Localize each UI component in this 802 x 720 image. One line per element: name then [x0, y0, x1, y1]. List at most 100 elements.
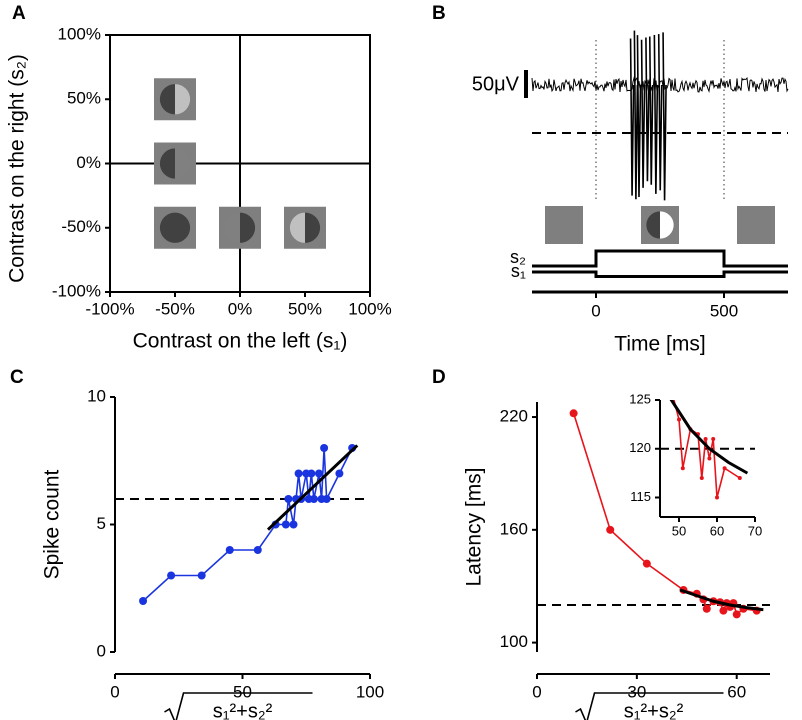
stimulus-left-half — [159, 212, 175, 243]
main-data-point — [732, 610, 741, 619]
blank-stimulus — [737, 206, 775, 244]
main-y-tick-label: 5 — [97, 514, 106, 533]
main-plot-area — [115, 444, 370, 605]
x-axis-label: s₁²+s₂² — [624, 700, 684, 720]
spike — [629, 38, 635, 196]
main-y-tick-label: 220 — [500, 407, 528, 426]
inset-data-point — [722, 466, 727, 471]
main-data-point — [642, 559, 651, 568]
main-fit — [266, 444, 359, 531]
main-y-tick-label: 160 — [500, 519, 528, 538]
main-data-point — [253, 546, 262, 554]
inset-data-point — [699, 476, 704, 480]
stimulus-left-half — [289, 212, 305, 243]
spike — [662, 32, 667, 201]
main-data-point — [335, 469, 344, 478]
main-y-tick-label: 100 — [500, 632, 528, 651]
y-tick-label: 100% — [58, 24, 101, 43]
inset-x-tick-label: 70 — [748, 523, 762, 538]
inset-x-tick-label: 60 — [710, 523, 724, 538]
x-tick-label: 0 — [591, 301, 600, 320]
inset-data-point — [669, 388, 673, 392]
inset-data-point — [571, 57, 575, 61]
main-y-tick-label: 10 — [87, 386, 106, 405]
main-data-point — [606, 525, 615, 534]
main-data-point — [702, 604, 711, 613]
main-x-tick-label: 60 — [727, 682, 746, 701]
stimulus-left-half — [224, 212, 240, 243]
inset-fit — [669, 400, 749, 475]
inset-data-point — [677, 417, 681, 422]
panel-label: D — [432, 367, 446, 388]
main-x-tick-label: 100 — [356, 682, 384, 701]
main-data-point — [569, 409, 578, 418]
main-x-tick-label: 30 — [627, 682, 646, 701]
panel-label: C — [10, 367, 24, 388]
main-data-point — [167, 571, 176, 580]
inset-data-point — [612, 232, 616, 236]
spike — [645, 37, 650, 182]
stimulus-left-half — [159, 84, 175, 115]
x-tick-label: 100% — [348, 299, 391, 318]
y-tick-label: -100% — [52, 281, 101, 300]
spike — [648, 36, 654, 185]
channel-s1 — [532, 270, 788, 278]
spike — [653, 35, 659, 194]
inset-data-point — [737, 476, 742, 480]
main-fit — [679, 588, 764, 612]
radical-sign — [164, 692, 313, 720]
inset-data-point — [707, 456, 712, 461]
main-plot-area — [537, 409, 770, 619]
inset-data-point — [703, 437, 708, 441]
spike — [640, 39, 646, 188]
panel-label: A — [12, 3, 26, 24]
main-data-point — [315, 469, 323, 478]
inset-data-point — [711, 437, 716, 441]
y-tick-label: 50% — [67, 89, 101, 108]
main-data-point — [284, 495, 293, 503]
blank-stimulus — [545, 206, 583, 244]
main-y-tick-label: 0 — [97, 641, 106, 660]
inset-data-point — [654, 369, 658, 373]
x-tick-label: 500 — [710, 301, 738, 320]
main-data-point — [225, 546, 234, 554]
inset-data-point — [680, 466, 685, 471]
stimulus-right-half — [305, 212, 321, 243]
x-tick-label: 50% — [288, 299, 322, 318]
stimulus-right-half — [240, 212, 256, 243]
main-data-point — [322, 495, 331, 503]
y-tick-label: -50% — [61, 217, 101, 236]
channel-s2 — [532, 249, 788, 268]
main-x-tick-label: 0 — [110, 682, 119, 701]
y-axis-label: Contrast on the right (s₂) — [6, 54, 29, 283]
y-tick-label: 0% — [76, 153, 101, 172]
stimulus-right-half — [175, 148, 191, 179]
x-tick-label: -100% — [85, 299, 134, 318]
y-axis-label: Spike count — [41, 469, 64, 579]
inset-data-point — [715, 495, 719, 500]
main-x-tick-label: 0 — [532, 682, 541, 701]
x-tick-label: 0% — [228, 299, 253, 318]
inset-x-tick-label: 50 — [672, 523, 686, 538]
x-axis-label: s₁²+s₂² — [213, 700, 273, 720]
main-data-point — [289, 520, 298, 529]
channel-label: s₂ — [510, 247, 526, 267]
x-axis-label: Time [ms] — [614, 333, 705, 356]
channel-label: s₁ — [511, 261, 526, 281]
main-data-line — [572, 413, 757, 616]
main-data-point — [719, 606, 728, 615]
main-data-point — [307, 469, 316, 478]
inset-y-tick-label: 125 — [629, 391, 651, 406]
main-data-point — [281, 520, 290, 529]
scale-bar-label: 50μV — [472, 73, 520, 95]
spike — [636, 35, 642, 198]
inset-plot-area — [571, 57, 755, 500]
inset-y-tick-label: 120 — [629, 440, 651, 455]
panel-label: B — [432, 3, 446, 24]
voltage-noise — [531, 76, 789, 94]
x-tick-label: -50% — [155, 299, 195, 318]
stimulus-right-half — [660, 211, 674, 239]
stimulus-right-half — [175, 212, 191, 243]
main-data-point — [309, 495, 318, 503]
